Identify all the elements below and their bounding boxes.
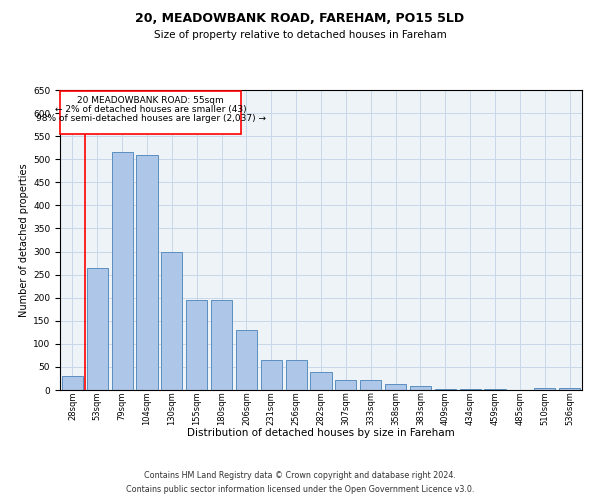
Text: Contains HM Land Registry data © Crown copyright and database right 2024.: Contains HM Land Registry data © Crown c… bbox=[144, 472, 456, 480]
Text: 20 MEADOWBANK ROAD: 55sqm: 20 MEADOWBANK ROAD: 55sqm bbox=[77, 96, 224, 104]
Bar bbox=[87, 268, 108, 390]
Bar bbox=[534, 388, 555, 390]
Text: ← 2% of detached houses are smaller (43): ← 2% of detached houses are smaller (43) bbox=[55, 105, 247, 114]
Bar bbox=[211, 300, 232, 390]
Text: Size of property relative to detached houses in Fareham: Size of property relative to detached ho… bbox=[154, 30, 446, 40]
Bar bbox=[435, 388, 456, 390]
Bar bbox=[112, 152, 133, 390]
Bar bbox=[484, 388, 506, 390]
Bar bbox=[60, 91, 241, 134]
Bar bbox=[385, 384, 406, 390]
Bar bbox=[335, 380, 356, 390]
Bar bbox=[236, 330, 257, 390]
Text: 20, MEADOWBANK ROAD, FAREHAM, PO15 5LD: 20, MEADOWBANK ROAD, FAREHAM, PO15 5LD bbox=[136, 12, 464, 26]
Bar bbox=[460, 388, 481, 390]
Text: Distribution of detached houses by size in Fareham: Distribution of detached houses by size … bbox=[187, 428, 455, 438]
Bar bbox=[310, 372, 332, 390]
Bar bbox=[559, 388, 580, 390]
Bar bbox=[286, 360, 307, 390]
Bar bbox=[186, 300, 207, 390]
Y-axis label: Number of detached properties: Number of detached properties bbox=[19, 163, 29, 317]
Bar bbox=[62, 376, 83, 390]
Bar bbox=[136, 154, 158, 390]
Text: Contains public sector information licensed under the Open Government Licence v3: Contains public sector information licen… bbox=[126, 484, 474, 494]
Bar bbox=[360, 380, 381, 390]
Bar bbox=[261, 360, 282, 390]
Text: 98% of semi-detached houses are larger (2,037) →: 98% of semi-detached houses are larger (… bbox=[36, 114, 266, 123]
Bar bbox=[161, 252, 182, 390]
Bar bbox=[410, 386, 431, 390]
